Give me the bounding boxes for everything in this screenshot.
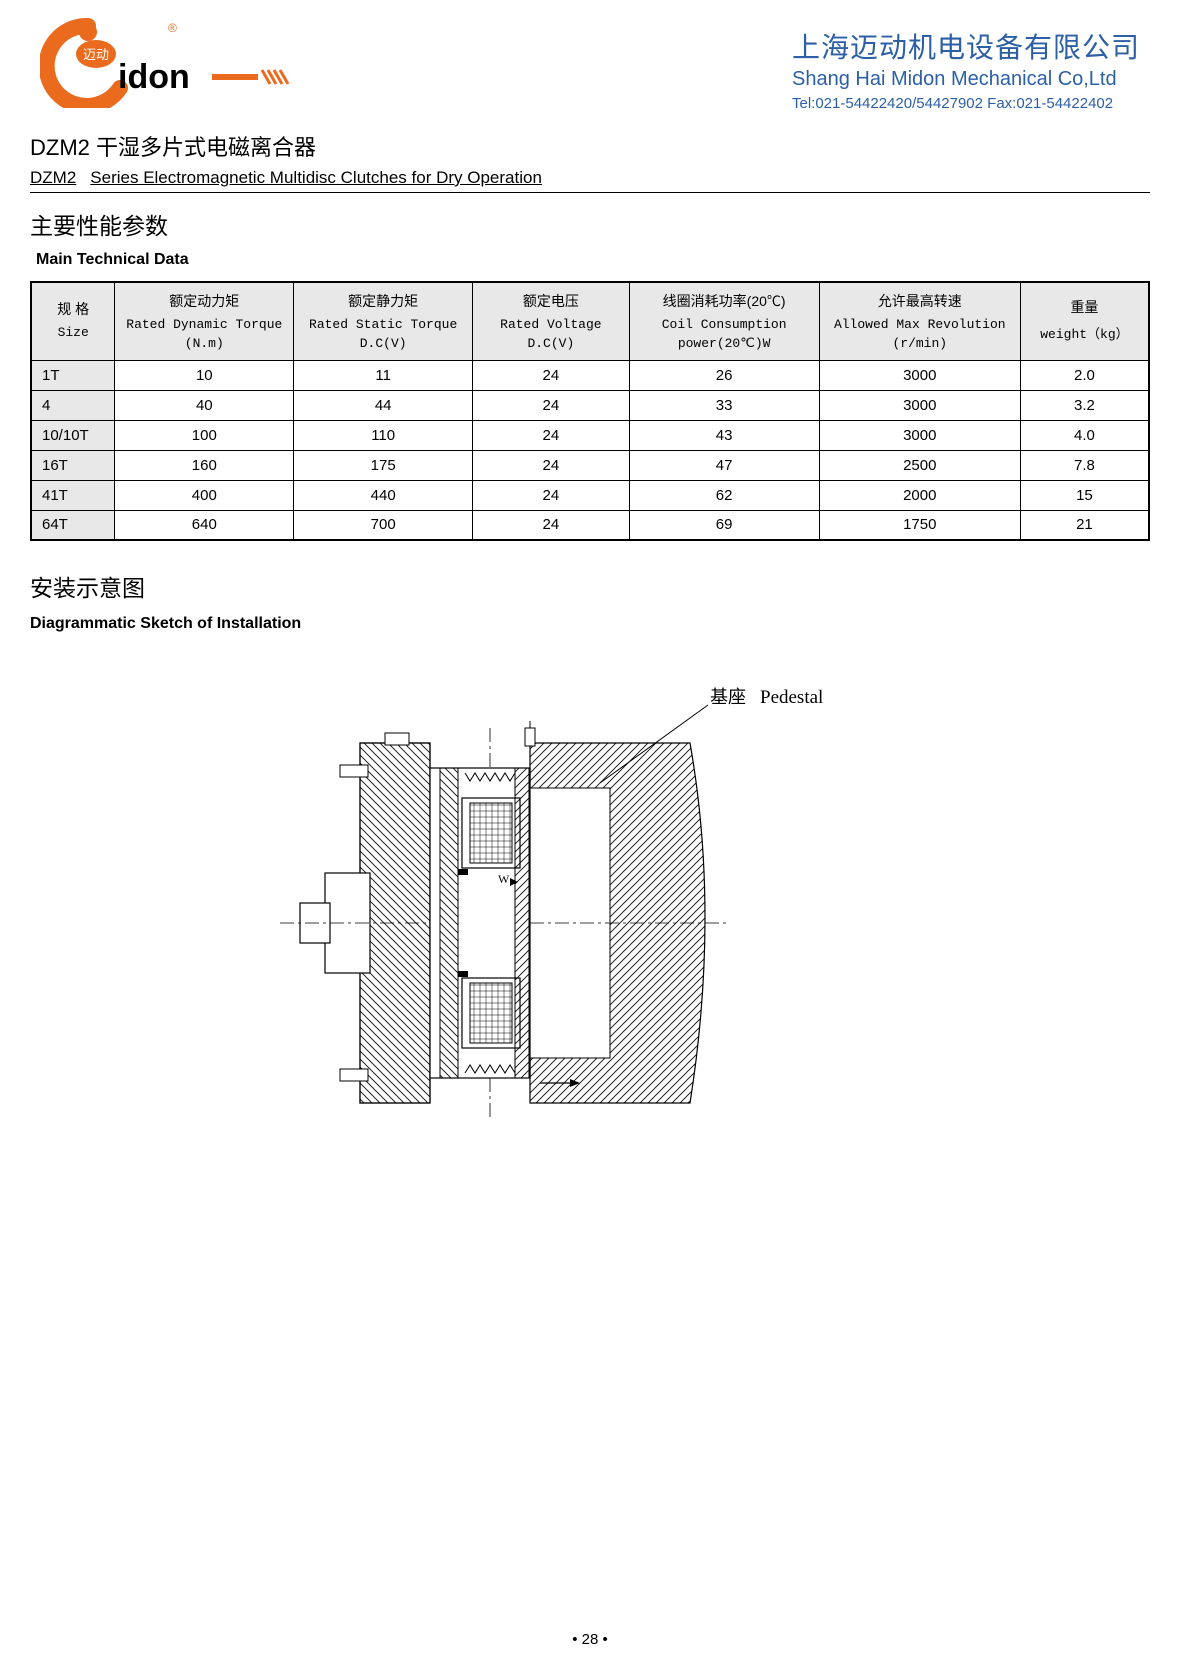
table-cell: 69 [629,510,819,540]
registered-mark: ® [168,21,177,35]
table-cell: 33 [629,390,819,420]
product-code: DZM2 [30,168,76,187]
company-name-en: Shang Hai Midon Mechanical Co,Ltd [792,68,1140,91]
col-header-static-torque: 额定静力矩 Rated Static Torque D.C(V) [294,282,473,360]
col-header-weight: 重量 weight（kg） [1020,282,1149,360]
svg-text:W: W [498,872,510,886]
table-cell: 640 [115,510,294,540]
pedestal-label-cn: 基座 [710,687,746,707]
table-cell: 440 [294,480,473,510]
product-title-en-rest: Series Electromagnetic Multidisc Clutche… [90,168,542,187]
table-cell: 4 [31,390,115,420]
table-cell: 64T [31,510,115,540]
table-row: 16T160175244725007.8 [31,450,1149,480]
table-cell: 2.0 [1020,360,1149,390]
col-header-voltage: 额定电压 Rated Voltage D.C(V) [473,282,630,360]
tech-heading-cn: 主要性能参数 [30,207,1150,241]
table-cell: 100 [115,420,294,450]
table-cell: 47 [629,450,819,480]
table-cell: 10 [115,360,294,390]
table-cell: 160 [115,450,294,480]
table-row: 1T1011242630002.0 [31,360,1149,390]
table-cell: 21 [1020,510,1149,540]
table-header-row: 规 格 Size 额定动力矩 Rated Dynamic Torque (N.m… [31,282,1149,360]
table-cell: 3000 [819,420,1020,450]
table-cell: 43 [629,420,819,450]
product-title-en: DZM2 Series Electromagnetic Multidisc Clu… [30,168,1150,193]
product-title-block: DZM2 干湿多片式电磁离合器 DZM2 Series Electromagnet… [30,130,1150,193]
product-title-cn: DZM2 干湿多片式电磁离合器 [30,130,1150,162]
installation-diagram: 基座 Pedestal [30,673,1150,1143]
table-cell: 24 [473,480,630,510]
company-contact: Tel:021-54422420/54427902 Fax:021-544224… [792,95,1140,112]
table-row: 41T4004402462200015 [31,480,1149,510]
table-cell: 4.0 [1020,420,1149,450]
table-cell: 11 [294,360,473,390]
table-cell: 26 [629,360,819,390]
table-body: 1T1011242630002.044044243330003.210/10T1… [31,360,1149,540]
table-cell: 175 [294,450,473,480]
install-heading-en: Diagrammatic Sketch of Installation [30,615,1150,633]
table-row: 10/10T100110244330004.0 [31,420,1149,450]
table-cell: 700 [294,510,473,540]
logo-en-text: idon [118,58,190,96]
company-info: 上海迈动机电设备有限公司 Shang Hai Midon Mechanical … [792,18,1140,112]
table-cell: 62 [629,480,819,510]
table-cell: 7.8 [1020,450,1149,480]
install-heading-cn: 安装示意图 [30,569,1150,603]
technical-data-table: 规 格 Size 额定动力矩 Rated Dynamic Torque (N.m… [30,281,1150,541]
col-header-size: 规 格 Size [31,282,115,360]
table-cell: 24 [473,420,630,450]
page-header: 迈动 ® idon 上海迈动机电设备有限公司 Shang Hai Midon M… [0,0,1180,112]
table-cell: 2000 [819,480,1020,510]
table-cell: 1750 [819,510,1020,540]
table-cell: 1T [31,360,115,390]
table-cell: 3000 [819,360,1020,390]
table-cell: 40 [115,390,294,420]
table-cell: 24 [473,510,630,540]
table-cell: 110 [294,420,473,450]
table-cell: 24 [473,450,630,480]
table-cell: 2500 [819,450,1020,480]
table-cell: 44 [294,390,473,420]
col-header-dynamic-torque: 额定动力矩 Rated Dynamic Torque (N.m) [115,282,294,360]
table-cell: 3.2 [1020,390,1149,420]
table-cell: 400 [115,480,294,510]
table-cell: 24 [473,360,630,390]
logo: 迈动 ® idon [40,18,320,112]
page-number: • 28 • [0,1631,1180,1648]
table-cell: 24 [473,390,630,420]
col-header-coil: 线圈消耗功率(20℃) Coil Consumption power(20℃)W [629,282,819,360]
company-name-cn: 上海迈动机电设备有限公司 [792,26,1140,66]
table-cell: 10/10T [31,420,115,450]
table-cell: 3000 [819,390,1020,420]
tech-heading-en: Main Technical Data [36,251,1150,269]
table-cell: 15 [1020,480,1149,510]
table-row: 64T6407002469175021 [31,510,1149,540]
pedestal-label-en: Pedestal [760,687,823,708]
table-cell: 41T [31,480,115,510]
logo-cn-text: 迈动 [83,47,109,62]
col-header-revolution: 允许最高转速 Allowed Max Revolution (r/min) [819,282,1020,360]
table-cell: 16T [31,450,115,480]
table-row: 44044243330003.2 [31,390,1149,420]
